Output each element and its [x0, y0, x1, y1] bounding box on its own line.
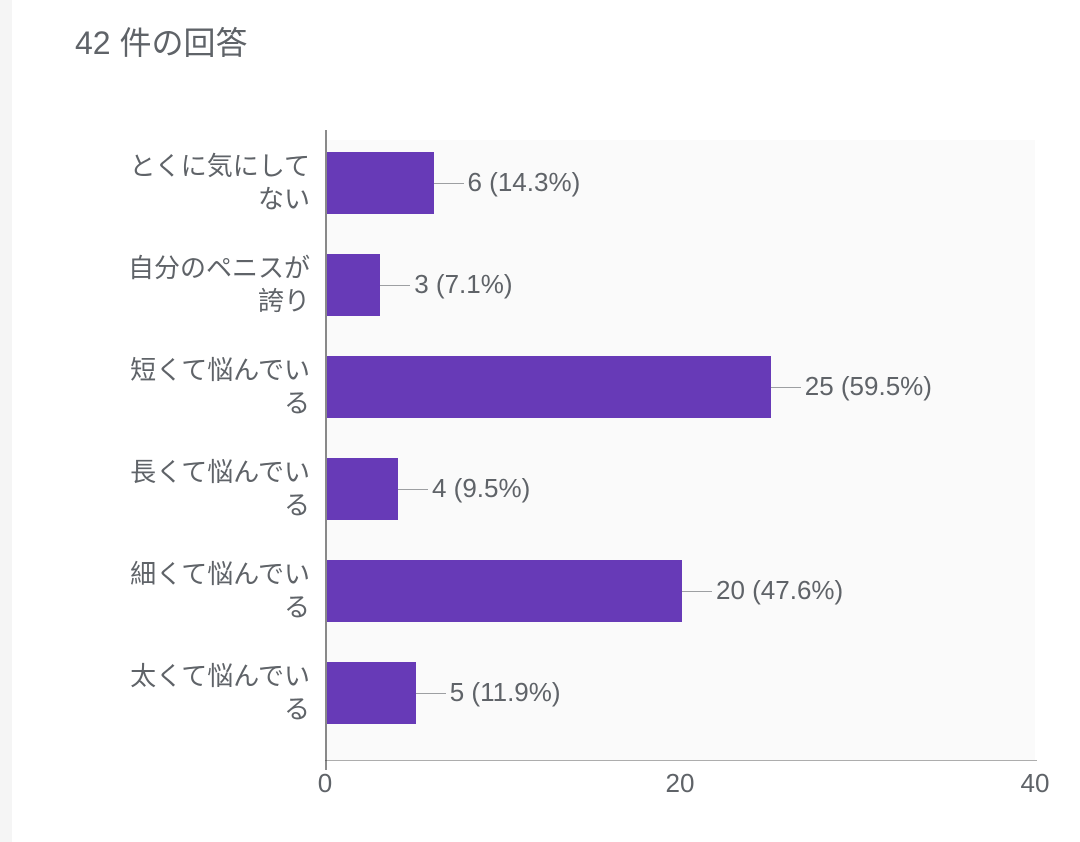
value-leader-line — [434, 183, 464, 184]
value-label: 4 (9.5%) — [432, 473, 530, 504]
value-leader-line — [398, 489, 428, 490]
x-tick-label: 0 — [318, 768, 332, 799]
value-label: 6 (14.3%) — [468, 167, 581, 198]
value-leader-line — [380, 285, 410, 286]
x-tick-label: 40 — [1021, 768, 1050, 799]
bar — [327, 458, 398, 520]
value-leader-line — [416, 693, 446, 694]
category-label: 短くて悩んでい る — [10, 354, 310, 419]
bar — [327, 254, 380, 316]
x-axis-ticks-layer: 02040 — [325, 768, 1035, 808]
bars-layer — [325, 140, 1035, 760]
category-label: 長くて悩んでい る — [10, 456, 310, 521]
value-label: 3 (7.1%) — [414, 269, 512, 300]
category-label: とくに気にして ない — [10, 150, 310, 215]
x-tick-label: 20 — [666, 768, 695, 799]
category-label: 自分のペニスが 誇り — [10, 252, 310, 317]
value-label: 20 (47.6%) — [716, 575, 843, 606]
value-label: 5 (11.9%) — [450, 677, 561, 708]
bar — [327, 356, 771, 418]
value-leader-line — [771, 387, 801, 388]
x-axis-line — [325, 760, 1037, 761]
bar — [327, 560, 682, 622]
value-label: 25 (59.5%) — [805, 371, 932, 402]
category-label: 太くて悩んでい る — [10, 660, 310, 725]
bar — [327, 662, 416, 724]
category-label: 細くて悩んでい る — [10, 558, 310, 623]
bar — [327, 152, 434, 214]
chart-page: 42 件の回答 とくに気にして ない自分のペニスが 誇り短くて悩んでい る長くて… — [0, 0, 1080, 842]
value-leader-line — [682, 591, 712, 592]
response-count-title: 42 件の回答 — [75, 18, 248, 64]
